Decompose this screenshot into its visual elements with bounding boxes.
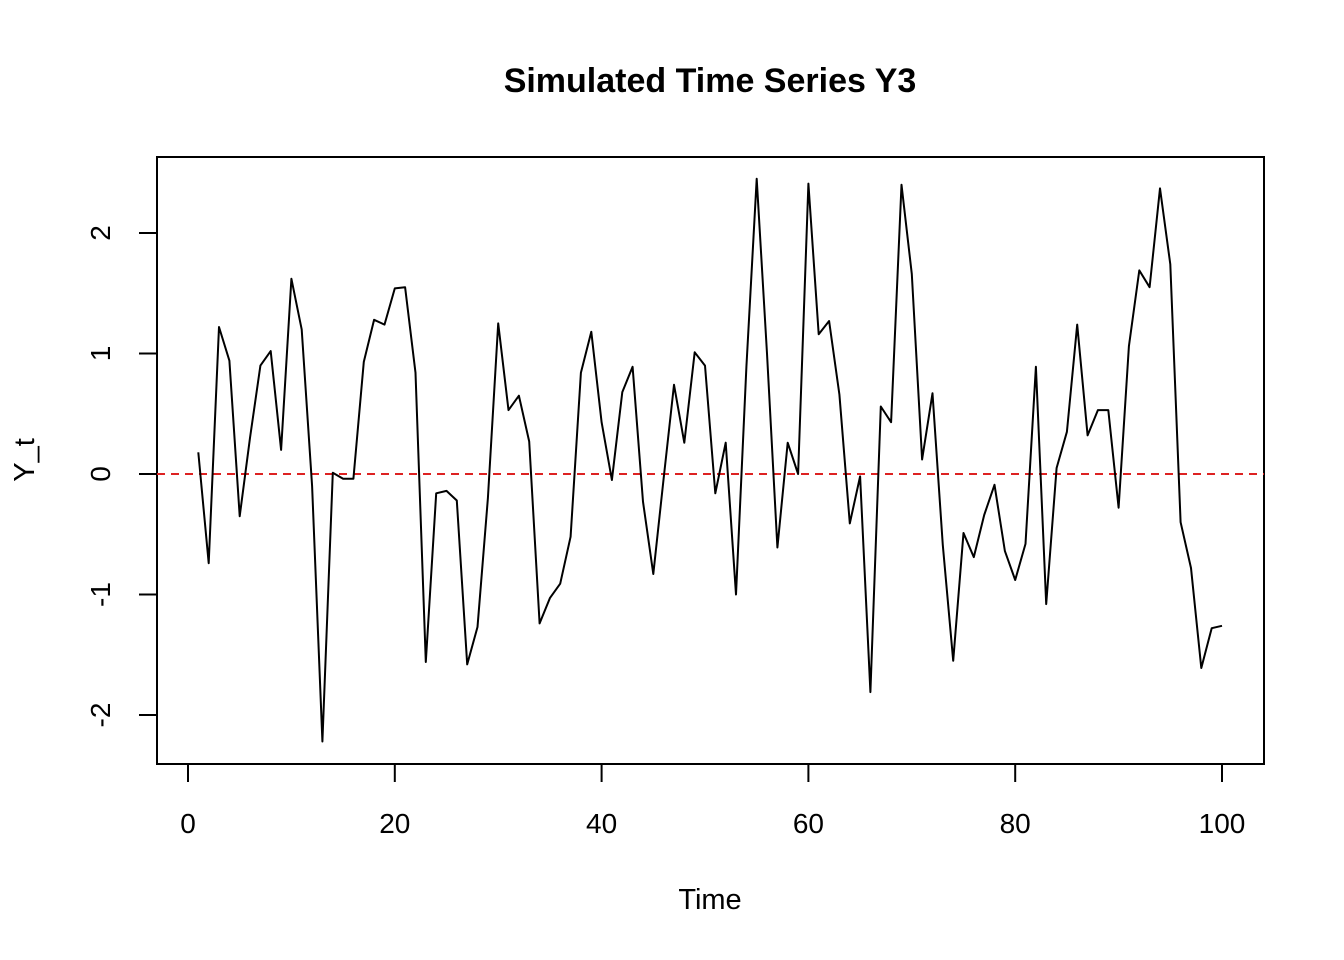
x-tick-label: 80 [1000, 808, 1031, 839]
x-tick-label: 40 [586, 808, 617, 839]
y-tick-label: 1 [85, 346, 116, 362]
x-tick-label: 100 [1199, 808, 1246, 839]
y-tick-label: 2 [85, 225, 116, 241]
y-tick-label: -2 [85, 703, 116, 728]
chart-title: Simulated Time Series Y3 [504, 62, 917, 100]
plot-frame [156, 156, 1265, 765]
x-tick-label: 0 [180, 808, 196, 839]
y-axis-label: Y_t [9, 438, 41, 482]
x-tick-label: 60 [793, 808, 824, 839]
x-axis-label: Time [678, 884, 741, 916]
y-axis: -2 -1 0 1 2 [85, 225, 158, 728]
x-axis: 0 20 40 60 80 100 [180, 763, 1246, 839]
y-tick-label: 0 [85, 466, 116, 482]
x-tick-label: 20 [379, 808, 410, 839]
series-line [197, 177, 1223, 743]
y-tick-label: -1 [85, 582, 116, 607]
